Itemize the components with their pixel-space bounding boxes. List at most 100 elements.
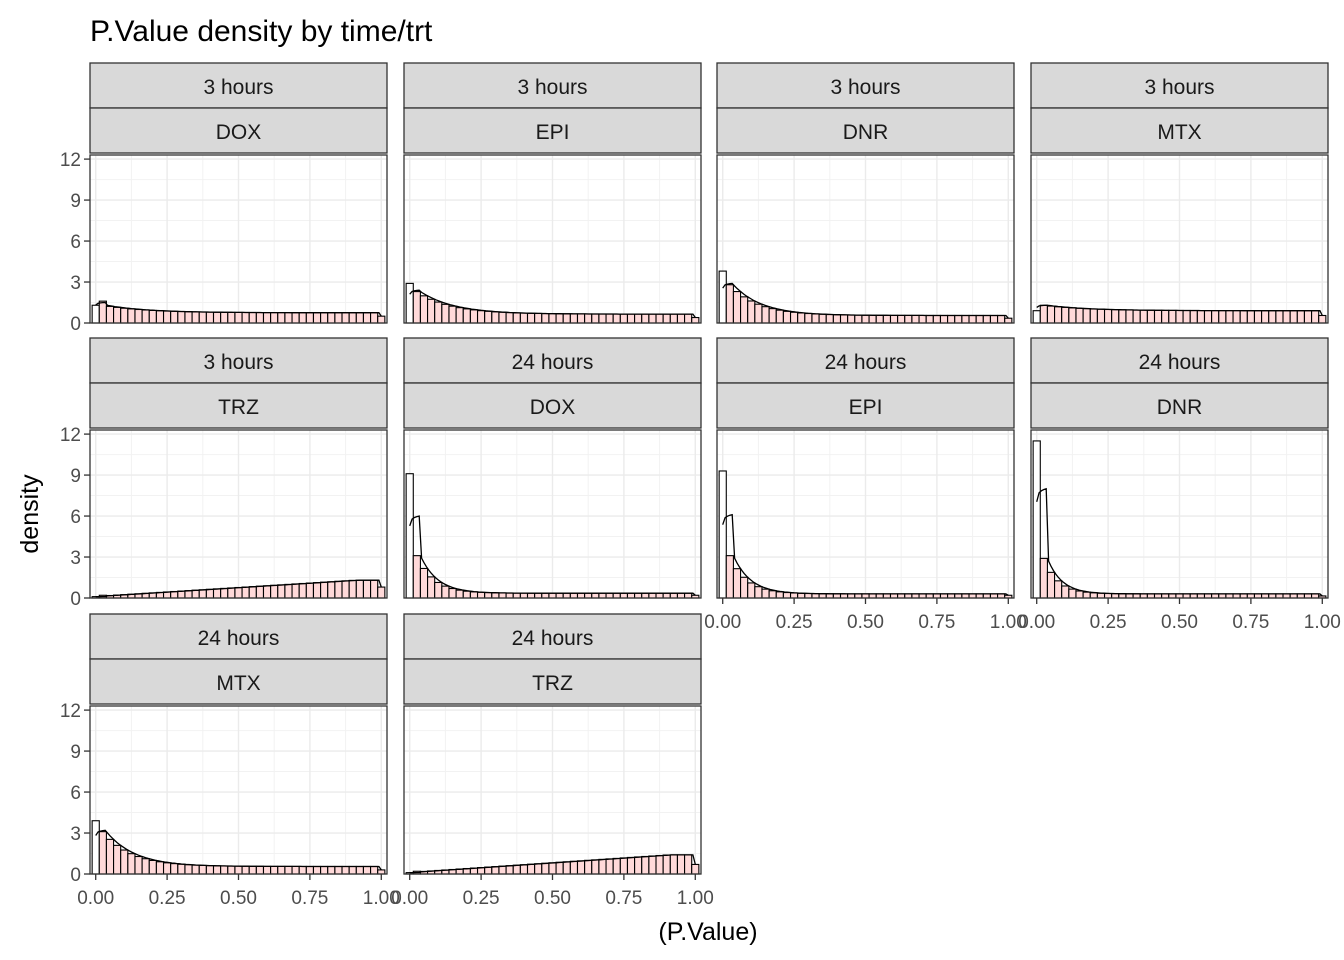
histogram-bar xyxy=(655,592,664,599)
histogram-bar xyxy=(1061,306,1070,324)
histogram-bar xyxy=(1075,307,1084,324)
panel-border xyxy=(403,429,702,599)
histogram-bar xyxy=(1082,308,1091,324)
histogram-bar xyxy=(1111,309,1120,324)
histogram-bar xyxy=(612,313,621,324)
panel-border xyxy=(89,429,388,599)
histogram-bar xyxy=(412,291,421,324)
histogram-bar xyxy=(982,314,991,324)
histogram-bar xyxy=(562,313,571,324)
histogram-bar xyxy=(676,313,686,324)
histogram-bar xyxy=(298,312,307,324)
histogram-bar xyxy=(141,858,150,875)
histogram-bar xyxy=(576,592,586,599)
histogram-bar xyxy=(939,314,949,324)
histogram-bar xyxy=(191,311,200,324)
x-tick-label: 0.25 xyxy=(776,612,813,633)
histogram-bar xyxy=(419,295,429,324)
x-tick-label: 0.75 xyxy=(1232,612,1269,633)
strip-trt xyxy=(716,382,1015,429)
histogram-bar xyxy=(782,591,792,599)
panel-border xyxy=(89,154,388,324)
histogram-bar xyxy=(362,579,372,599)
histogram-bar xyxy=(619,592,629,599)
histogram-bar xyxy=(348,312,357,324)
histogram-bar xyxy=(291,583,300,599)
x-tick-label: 1.00 xyxy=(1304,612,1341,633)
histogram-bar xyxy=(334,312,343,324)
density-curve xyxy=(1036,487,1323,597)
histogram-bar xyxy=(754,586,763,599)
histogram-bar xyxy=(641,313,650,324)
histogram-bar xyxy=(1075,590,1084,599)
histogram-bar xyxy=(1203,310,1213,324)
histogram-bar xyxy=(1039,304,1048,324)
x-tick-label: 0.25 xyxy=(149,888,186,909)
x-tick-label: 0.50 xyxy=(534,888,571,909)
histogram-bar xyxy=(1318,314,1327,324)
histogram-bar xyxy=(505,312,514,324)
histogram-bar xyxy=(684,313,693,324)
histogram-bar xyxy=(555,592,564,599)
histogram-bar xyxy=(327,581,336,599)
histogram-bar xyxy=(434,301,443,324)
histogram-bar xyxy=(370,579,379,599)
histogram-bar xyxy=(1189,309,1198,324)
histogram-bar xyxy=(277,865,286,875)
y-tick-label: 6 xyxy=(70,507,81,528)
histogram-bar xyxy=(732,568,742,599)
strip-trt xyxy=(1030,107,1329,154)
histogram-bar xyxy=(541,592,550,599)
histogram-bar xyxy=(839,314,849,324)
strip-trt-label: MTX xyxy=(216,672,260,695)
histogram-bar xyxy=(648,592,657,599)
histogram-bar xyxy=(134,855,143,875)
density-curve xyxy=(1036,304,1323,316)
histogram-bar xyxy=(1311,310,1320,324)
histogram-bar xyxy=(684,854,693,875)
histogram-bar xyxy=(512,592,521,599)
histogram-bar xyxy=(355,865,364,875)
histogram-bar xyxy=(198,864,207,875)
histogram-bar xyxy=(718,470,727,599)
histogram-bar xyxy=(768,308,777,324)
histogram-bar xyxy=(105,305,115,324)
histogram-bar xyxy=(669,854,678,875)
histogram-bar xyxy=(1239,310,1248,324)
x-tick-label: 0.25 xyxy=(1090,612,1127,633)
histogram-bar xyxy=(1196,310,1206,324)
histogram-bar xyxy=(191,864,200,875)
histogram-bar xyxy=(148,309,157,324)
y-axis-title: density xyxy=(16,474,44,554)
facet-panel: 24 hours MTX 0 3 6 9 12 0.00 0.25 0.50 0.75 1.00 xyxy=(60,613,400,909)
histogram-bar xyxy=(576,860,586,875)
histogram-bar xyxy=(120,307,129,324)
histogram-bar xyxy=(534,312,543,324)
histogram-bar xyxy=(448,305,457,324)
strip-time xyxy=(89,613,388,660)
histogram-bar xyxy=(412,555,421,599)
y-tick-label: 12 xyxy=(60,425,81,446)
facet-panel: 3 hours MTX xyxy=(1030,62,1329,324)
histogram-bar xyxy=(148,859,157,875)
histogram-bar xyxy=(747,582,756,599)
histogram-bar xyxy=(448,587,457,599)
histogram-bar xyxy=(227,865,236,875)
histogram-bar xyxy=(405,473,414,599)
strip-trt-label: DOX xyxy=(530,396,576,419)
histogram-bar xyxy=(1082,591,1091,599)
histogram-bar xyxy=(220,587,229,599)
x-tick-label: 0.75 xyxy=(605,888,642,909)
histogram-bar xyxy=(270,584,279,599)
histogram-bar xyxy=(526,592,536,599)
histogram-bar xyxy=(162,310,172,324)
histogram-bar xyxy=(241,586,250,599)
histogram-bar xyxy=(997,314,1006,324)
histogram-bar xyxy=(312,865,322,875)
histogram-bar xyxy=(669,313,678,324)
histogram-bar xyxy=(1275,310,1284,324)
histogram-bar xyxy=(548,862,557,875)
histogram-bar xyxy=(1118,309,1127,324)
histogram-bar xyxy=(669,592,678,599)
histogram-bar xyxy=(847,314,856,324)
